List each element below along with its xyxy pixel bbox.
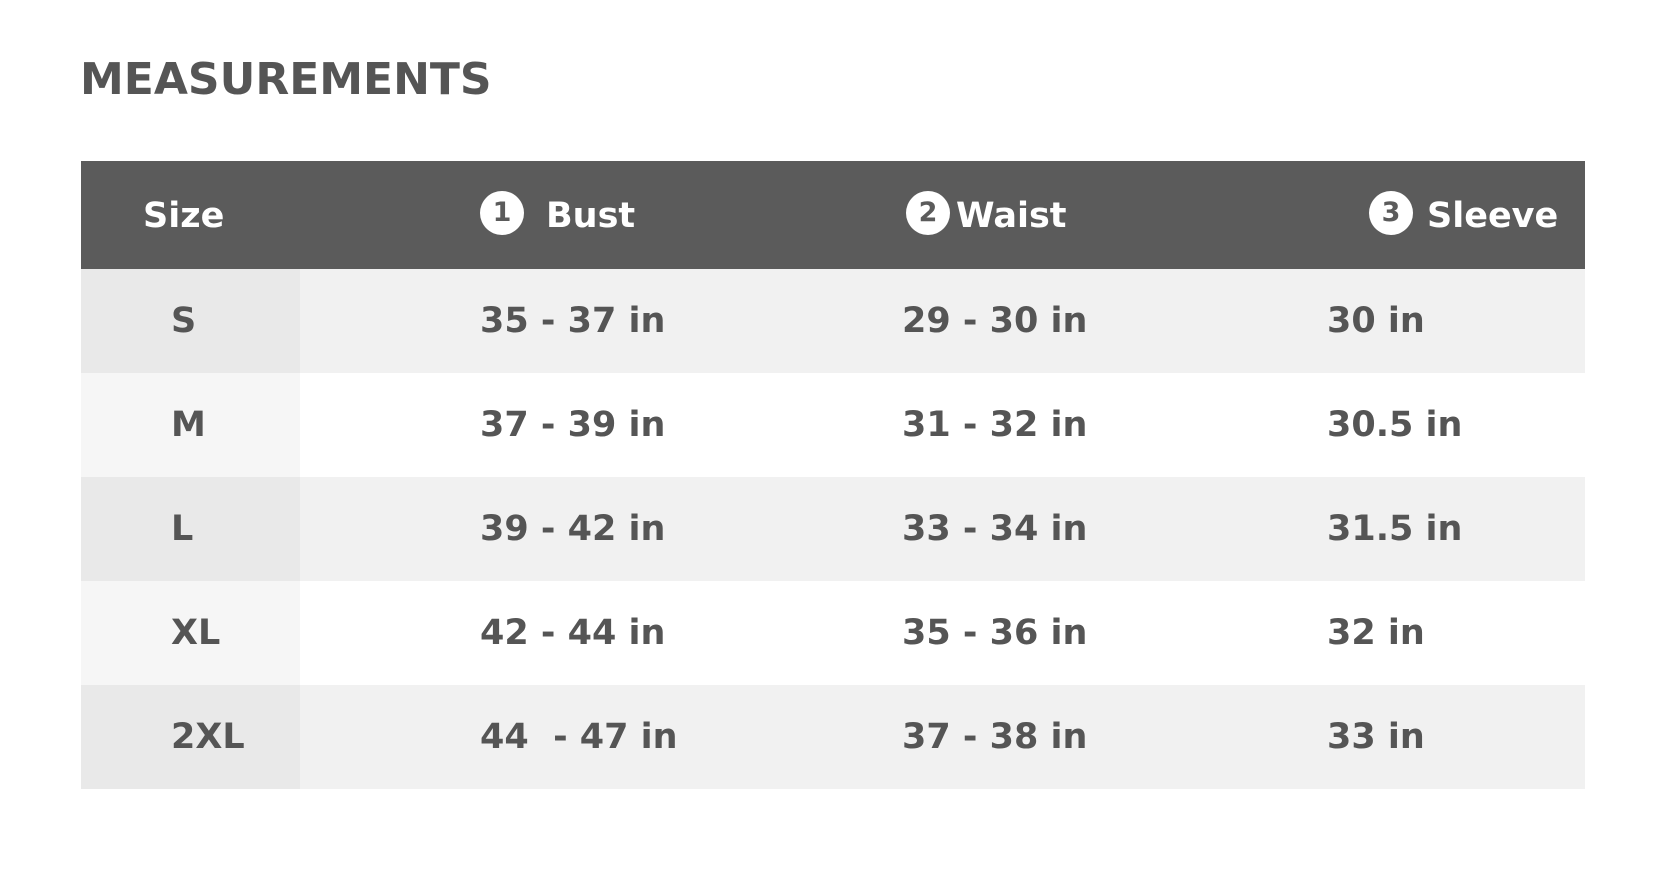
table-row: XL 42 - 44 in 35 - 36 in 32 in [81,581,1585,685]
bust-cell: 35 - 37 in [300,269,725,373]
size-cell: M [81,373,300,477]
table-row: S 35 - 37 in 29 - 30 in 30 in [81,269,1585,373]
size-cell: L [81,477,300,581]
column-header-label: Waist [956,195,1067,236]
sleeve-cell: 31.5 in [1150,477,1585,581]
bust-cell: 39 - 42 in [300,477,725,581]
waist-cell: 33 - 34 in [725,477,1150,581]
column-header-bust: 1 Bust [300,161,725,269]
number-2-badge-icon: 2 [906,190,950,235]
column-header-waist: 2 Waist [725,161,1150,269]
waist-cell: 37 - 38 in [725,685,1150,789]
header-row: Size 1 Bust 2 Waist 3 Sleeve [81,161,1585,269]
waist-cell: 35 - 36 in [725,581,1150,685]
size-cell: 2XL [81,685,300,789]
table-row: 2XL 44 - 47 in 37 - 38 in 33 in [81,685,1585,789]
bust-cell: 44 - 47 in [300,685,725,789]
column-header-label: Bust [546,195,636,236]
column-header-sleeve: 3 Sleeve [1150,161,1585,269]
number-3-badge-icon: 3 [1369,190,1413,235]
waist-cell: 31 - 32 in [725,373,1150,477]
sleeve-cell: 33 in [1150,685,1585,789]
bust-cell: 37 - 39 in [300,373,725,477]
bust-cell: 42 - 44 in [300,581,725,685]
table-header: Size 1 Bust 2 Waist 3 Sleeve [81,161,1585,269]
sleeve-cell: 30.5 in [1150,373,1585,477]
size-cell: XL [81,581,300,685]
column-header-label: Sleeve [1427,195,1559,236]
sleeve-cell: 32 in [1150,581,1585,685]
page-title: MEASUREMENTS [80,54,492,105]
table-row: M 37 - 39 in 31 - 32 in 30.5 in [81,373,1585,477]
number-1-badge-icon: 1 [480,190,524,235]
column-header-size: Size [81,161,300,269]
table-body: S 35 - 37 in 29 - 30 in 30 in M 37 - 39 … [81,269,1585,789]
size-cell: S [81,269,300,373]
measurements-table: Size 1 Bust 2 Waist 3 Sleeve S 35 - 37 in 2… [81,161,1585,789]
waist-cell: 29 - 30 in [725,269,1150,373]
sleeve-cell: 30 in [1150,269,1585,373]
table-row: L 39 - 42 in 33 - 34 in 31.5 in [81,477,1585,581]
column-header-label: Size [143,195,225,236]
